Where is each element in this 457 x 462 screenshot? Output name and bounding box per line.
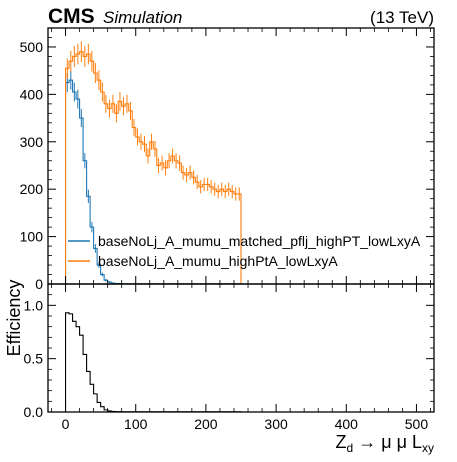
bottom-series-group — [64, 312, 242, 413]
x-tick-label: 500 — [405, 416, 429, 432]
y-tick-label: 0.5 — [24, 351, 44, 367]
y-tick-label: 1.0 — [24, 297, 44, 313]
x-tick-label: 100 — [124, 416, 148, 432]
cms-label: CMS — [48, 5, 95, 28]
x-axis-label-sub-d: d — [347, 441, 354, 455]
x-axis-label: Zd → μ μ Lxy — [336, 432, 434, 455]
bottom-panel: 0.0 0.5 1.0 0 100 200 300 400 500 Efficiency Zd … — [4, 280, 435, 455]
y-axis-label: Efficiency — [4, 280, 24, 357]
x-tick-label: 0 — [62, 416, 70, 432]
bottom-axis-ticks: 0.0 0.5 1.0 0 100 200 300 400 500 — [24, 284, 434, 432]
legend: baseNoLj_A_mumu_matched_pflj_highPT_lowL… — [68, 233, 421, 269]
x-axis-label-main: Z — [336, 432, 347, 452]
x-tick-label: 200 — [194, 416, 218, 432]
y-tick-label: 100 — [20, 229, 44, 245]
series-line-highpt — [64, 51, 242, 284]
x-tick-label: 400 — [335, 416, 359, 432]
x-axis-label-sub-xy: xy — [422, 441, 434, 455]
bottom-axes-frame — [47, 283, 435, 413]
y-tick-label: 0 — [35, 276, 43, 292]
y-tick-label: 0.0 — [24, 404, 44, 420]
y-tick-label: 300 — [20, 134, 44, 150]
y-tick-label: 200 — [20, 181, 44, 197]
top-panel: 0 100 200 300 400 500 baseNoLj_A_mumu_matched… — [20, 27, 435, 292]
energy-label: (13 TeV) — [370, 8, 434, 27]
x-tick-label: 300 — [264, 416, 288, 432]
top-axis-ticks: 0 100 200 300 400 500 — [20, 28, 434, 292]
legend-label-matched: baseNoLj_A_mumu_matched_pflj_highPT_lowL… — [98, 233, 421, 249]
simulation-label: Simulation — [103, 8, 182, 27]
legend-label-highpt: baseNoLj_A_mumu_highPtA_lowLxyA — [98, 253, 338, 269]
y-tick-label: 500 — [20, 39, 44, 55]
efficiency-line — [64, 312, 242, 413]
y-tick-label: 400 — [20, 86, 44, 102]
x-axis-label-arrow: → μ μ L — [353, 432, 422, 452]
